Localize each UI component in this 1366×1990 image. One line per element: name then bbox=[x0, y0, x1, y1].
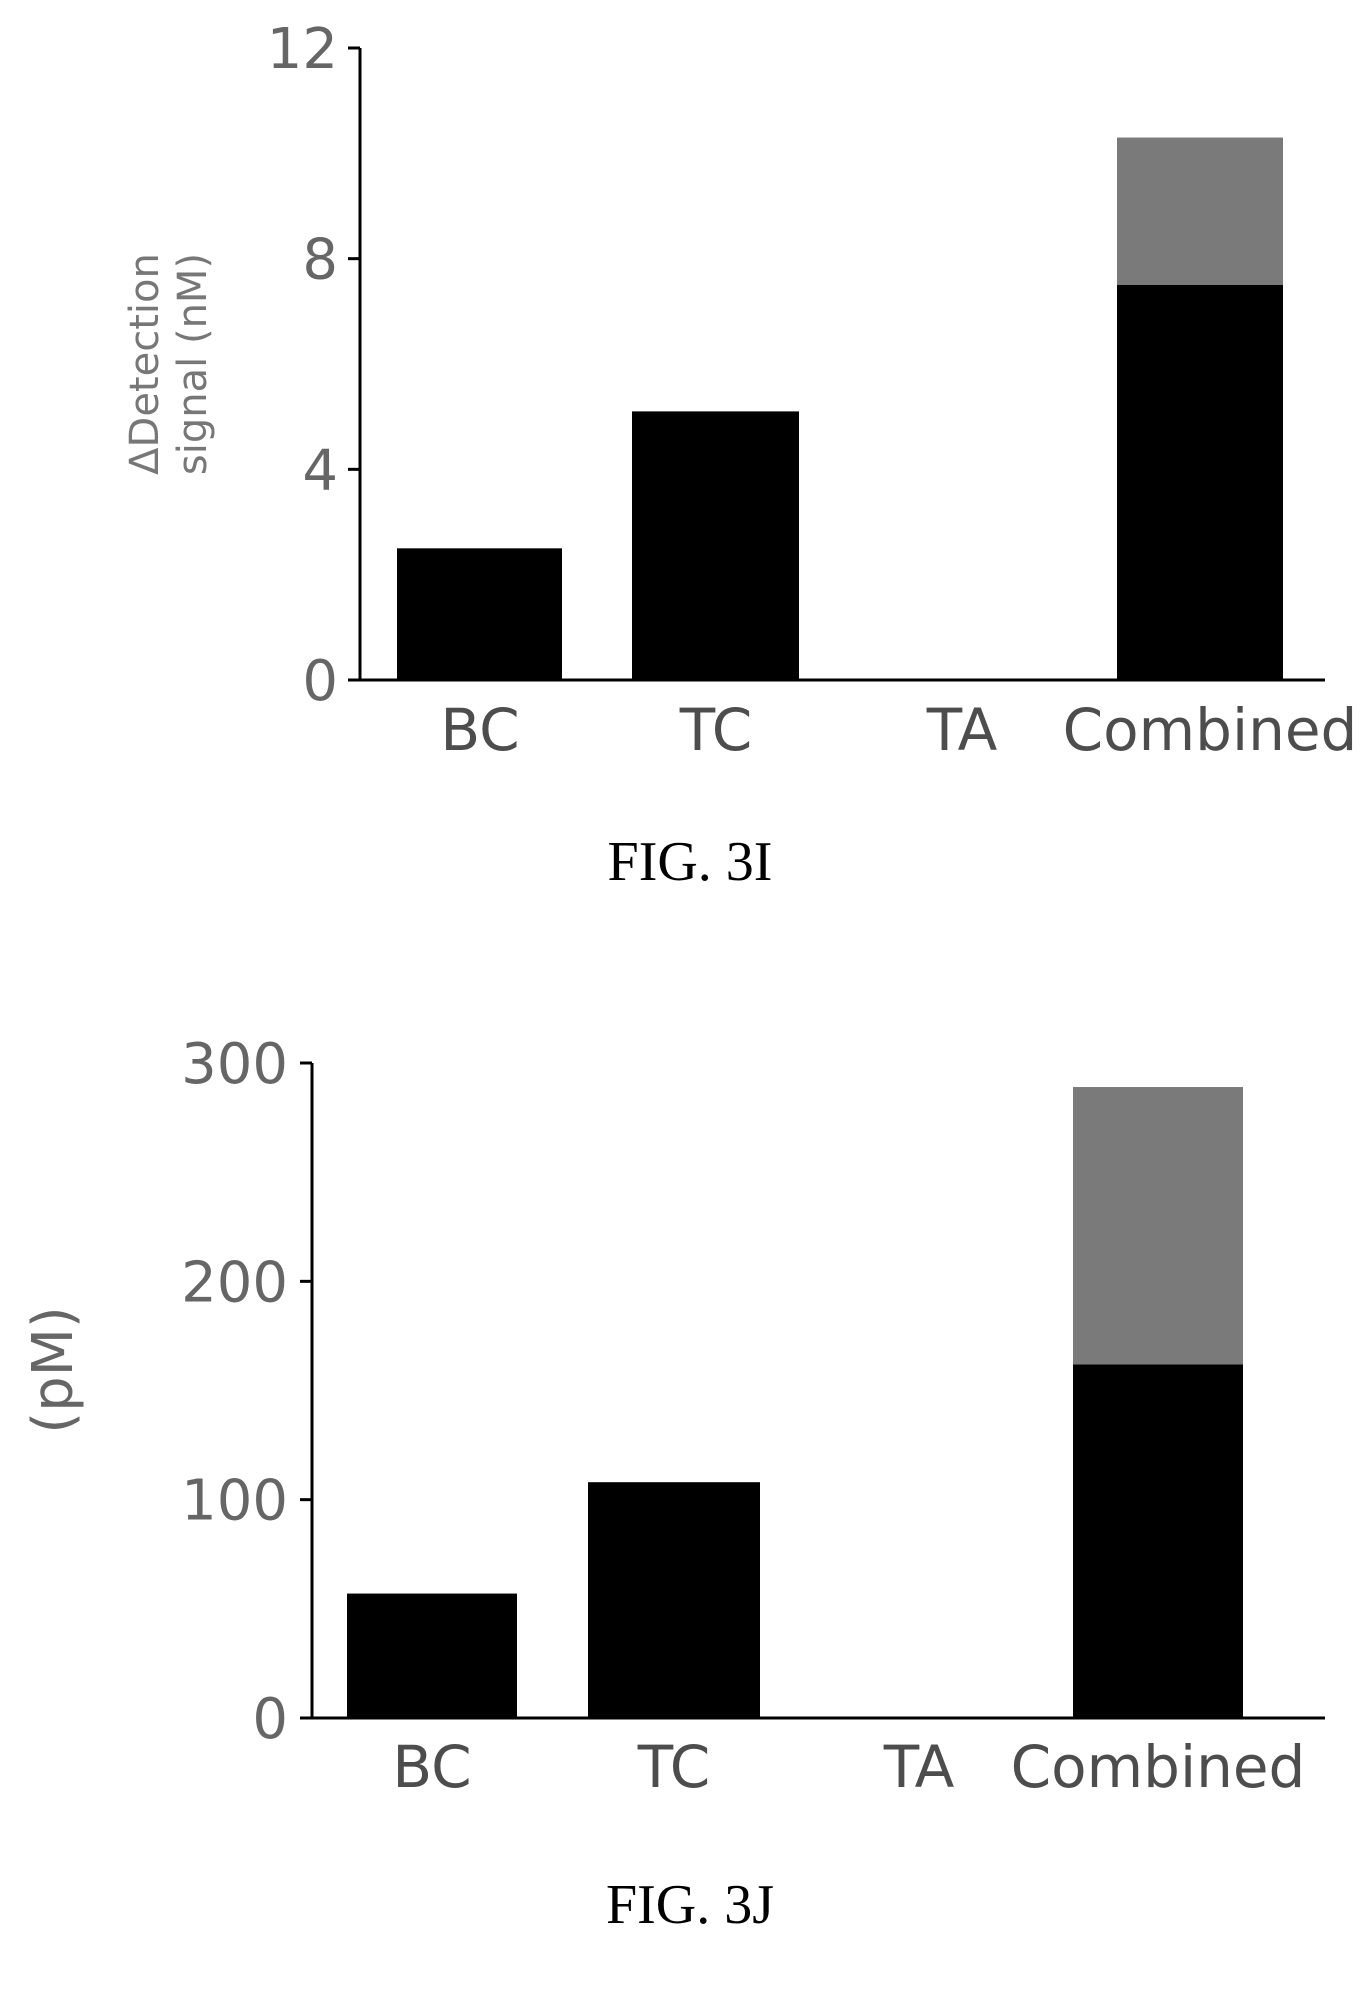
y-tick-label: 300 bbox=[181, 1032, 288, 1097]
bar-combined-base bbox=[1073, 1364, 1243, 1718]
figure-caption: FIG. 3J bbox=[606, 1874, 774, 1936]
bar-bc-base bbox=[347, 1593, 517, 1718]
bar-combined-base bbox=[1117, 285, 1283, 680]
bar-bc-base bbox=[397, 548, 562, 680]
y-tick-labels: 0 100 200 300 bbox=[181, 1032, 312, 1752]
bar-group bbox=[347, 1087, 1243, 1718]
x-category-labels: BC TC TA Combined bbox=[440, 696, 1357, 764]
bar-combined-stack bbox=[1117, 137, 1283, 285]
x-category-labels: BC TC TA Combined bbox=[392, 1733, 1305, 1801]
y-tick-label: 8 bbox=[302, 228, 338, 293]
y-tick-labels: 0 4 8 12 bbox=[267, 17, 360, 714]
x-category-label: TC bbox=[679, 696, 753, 764]
y-tick-label: 4 bbox=[302, 438, 338, 503]
y-tick-label: 0 bbox=[252, 1687, 288, 1752]
y-tick-label: 200 bbox=[181, 1250, 288, 1315]
y-tick-label: 12 bbox=[267, 17, 338, 82]
y-axis-label: (pM) bbox=[21, 1306, 86, 1434]
bar-tc-base bbox=[588, 1482, 760, 1718]
x-category-label: Combined bbox=[1011, 1733, 1306, 1801]
y-tick-label: 0 bbox=[302, 649, 338, 714]
chart-fig-3i: 0 4 8 12 BC TC TA Combined ΔDetection signal (n… bbox=[122, 17, 1357, 893]
bar-combined-stack bbox=[1073, 1087, 1243, 1365]
x-category-label: TA bbox=[883, 1733, 955, 1801]
chart-fig-3j: 0 100 200 300 BC TC TA Combined (pM) FIG. 3J bbox=[21, 1032, 1325, 1936]
figure-caption: FIG. 3I bbox=[608, 831, 773, 893]
x-category-label: Combined bbox=[1063, 696, 1358, 764]
x-category-label: BC bbox=[392, 1733, 471, 1801]
y-axis-label-line: (pM) bbox=[21, 1306, 86, 1434]
y-axis-label-line: ΔDetection bbox=[122, 253, 168, 475]
bar-tc-base bbox=[632, 411, 799, 680]
x-category-label: TC bbox=[637, 1733, 711, 1801]
y-tick-label: 100 bbox=[181, 1469, 288, 1534]
x-category-label: TA bbox=[926, 696, 998, 764]
x-category-label: BC bbox=[440, 696, 519, 764]
y-axis-label: ΔDetection signal (nM) bbox=[122, 253, 216, 475]
y-axis-label-line: signal (nM) bbox=[170, 253, 216, 475]
bar-group bbox=[397, 137, 1283, 680]
